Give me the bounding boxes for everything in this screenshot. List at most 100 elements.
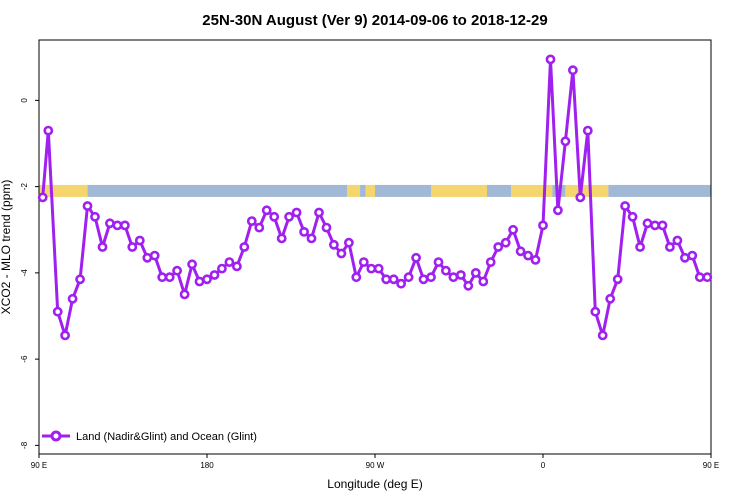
data-point: [306, 233, 317, 244]
legend-entry-label: Land (Nadir&Glint) and Ocean (Glint): [76, 431, 257, 443]
surface-segment-land: [511, 184, 553, 197]
data-point: [231, 261, 242, 272]
y-axis-label: XCO2 - MLO trend (ppm): [0, 180, 13, 315]
data-point: [291, 207, 302, 218]
x-tick-label: 90 E: [703, 461, 719, 470]
data-point: [470, 267, 481, 278]
data-point: [351, 272, 362, 283]
x-axis-ticks: 90 E 180 90 W 0 90 E: [31, 454, 719, 470]
data-point: [82, 201, 93, 211]
x-tick-label: 90 E: [31, 461, 47, 470]
data-point: [665, 242, 675, 252]
data-point: [37, 192, 48, 203]
data-point: [635, 242, 645, 252]
data-point: [209, 270, 220, 280]
data-point: [455, 270, 466, 280]
data-point: [575, 192, 586, 203]
data-point: [440, 265, 451, 276]
data-point: [478, 276, 489, 287]
data-point: [568, 65, 578, 76]
data-point: [336, 248, 347, 259]
data-point: [112, 220, 123, 231]
surface-segment-ocean: [487, 184, 512, 197]
data-point: [508, 224, 518, 235]
data-point: [373, 263, 384, 274]
data-point: [650, 220, 660, 231]
data-point: [485, 257, 496, 267]
series-layer: [37, 54, 713, 341]
data-point: [687, 250, 698, 261]
data-point: [381, 274, 392, 285]
data-point: [164, 272, 175, 283]
surface-type-bar: [39, 184, 711, 197]
surface-segment-ocean: [360, 184, 366, 197]
data-point: [43, 125, 54, 136]
data-point: [642, 218, 653, 229]
data-point: [52, 306, 63, 317]
data-point: [657, 220, 668, 231]
x-tick-label: 180: [200, 461, 214, 470]
data-point: [530, 254, 541, 265]
data-point: [105, 218, 115, 229]
data-point: [358, 257, 369, 267]
data-point: [75, 274, 85, 285]
surface-segment-land: [565, 184, 609, 197]
surface-segment-ocean: [87, 184, 348, 197]
data-point: [157, 272, 168, 283]
data-point: [582, 125, 593, 136]
data-point: [523, 250, 533, 261]
data-point: [90, 211, 100, 222]
data-point: [515, 246, 526, 257]
data-point: [246, 216, 257, 226]
data-point: [120, 220, 130, 231]
data-point: [396, 278, 406, 289]
data-point: [284, 211, 294, 222]
x-tick-label: 90 W: [366, 461, 385, 470]
data-point: [605, 293, 616, 304]
data-point: [500, 237, 511, 248]
data-point: [314, 207, 324, 218]
surface-segment-land: [431, 184, 487, 197]
data-point: [411, 252, 421, 263]
data-point: [216, 263, 227, 274]
surface-segment-land: [347, 184, 361, 197]
x-axis-label: Longitude (deg E): [327, 477, 422, 491]
data-point: [448, 272, 459, 283]
data-point: [612, 274, 623, 285]
data-point: [187, 259, 197, 270]
data-point: [276, 233, 287, 244]
data-point: [418, 274, 429, 285]
data-point: [343, 237, 354, 248]
data-point: [134, 235, 145, 246]
y-axis-ticks: 0 -2 -4 -6 -8: [20, 98, 39, 449]
y-tick-label: -6: [20, 355, 29, 363]
legend: Land (Nadir&Glint) and Ocean (Glint): [42, 430, 257, 443]
data-point: [545, 54, 556, 65]
data-point: [239, 242, 250, 252]
data-point: [60, 330, 70, 341]
surface-segment-ocean: [375, 184, 431, 197]
data-point: [597, 330, 608, 341]
data-point: [694, 272, 705, 283]
data-point: [493, 242, 504, 252]
data-point: [627, 211, 638, 222]
data-point: [194, 276, 205, 287]
surface-segment-land: [365, 184, 375, 197]
data-point: [254, 222, 265, 233]
data-point: [433, 257, 444, 267]
data-point: [67, 293, 78, 304]
data-point: [538, 220, 548, 231]
data-point: [261, 205, 272, 216]
data-point: [328, 239, 339, 250]
data-point: [426, 272, 436, 283]
data-point: [403, 272, 414, 283]
data-point: [97, 242, 108, 252]
data-point: [127, 242, 138, 252]
y-tick-label: -4: [20, 269, 29, 277]
data-point: [463, 280, 474, 291]
legend-marker-swatch: [50, 430, 62, 442]
y-tick-label: -8: [20, 441, 29, 449]
y-tick-label: -2: [20, 183, 29, 191]
data-point: [553, 205, 563, 216]
